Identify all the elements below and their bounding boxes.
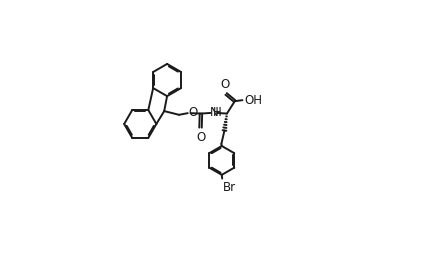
- Text: N: N: [210, 106, 218, 119]
- Text: O: O: [196, 131, 205, 144]
- Text: H: H: [213, 106, 221, 120]
- Text: O: O: [188, 106, 198, 119]
- Text: O: O: [221, 79, 230, 91]
- Text: Br: Br: [223, 181, 236, 194]
- Text: OH: OH: [244, 94, 262, 107]
